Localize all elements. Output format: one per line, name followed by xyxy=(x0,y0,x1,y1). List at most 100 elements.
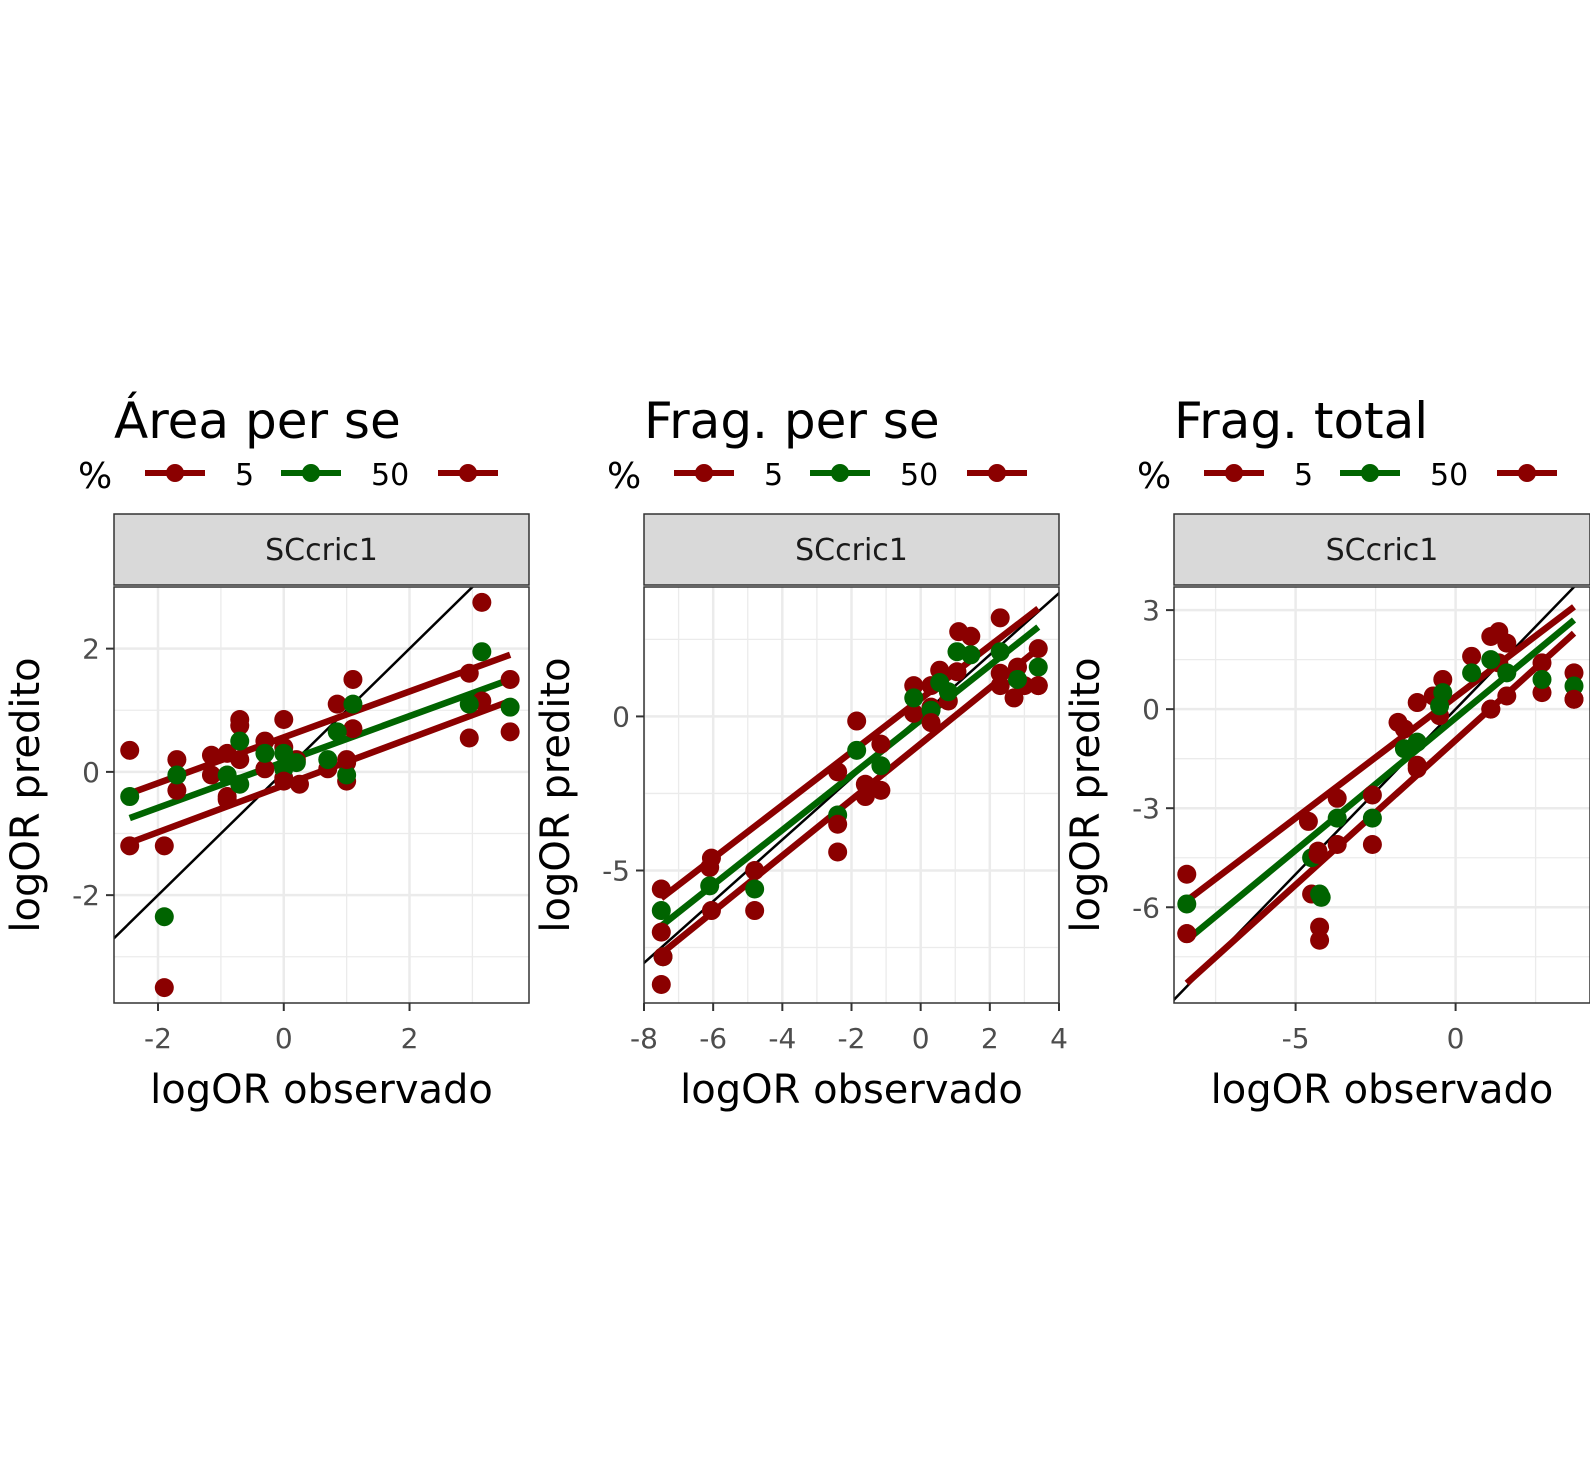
y-tick-label: -6 xyxy=(1132,891,1160,924)
y-axis-title: logOR predito xyxy=(533,657,579,932)
x-tick-label: 2 xyxy=(401,1022,419,1055)
point-95 xyxy=(1407,755,1427,775)
fit-line-5 xyxy=(128,651,512,797)
y-axis-title: logOR predito xyxy=(3,657,49,932)
point-50 xyxy=(871,756,891,776)
point-5 xyxy=(1327,835,1347,855)
point-50 xyxy=(1497,663,1517,683)
point-50 xyxy=(337,765,357,785)
legend-title: % xyxy=(78,456,112,497)
point-5 xyxy=(500,669,520,689)
point-50 xyxy=(961,645,981,665)
point-5 xyxy=(1177,864,1197,884)
fit-line-5 xyxy=(1184,604,1576,904)
point-50 xyxy=(472,642,492,662)
legend-label: 50 xyxy=(1430,458,1468,493)
legend-key-point xyxy=(302,464,320,482)
point-95 xyxy=(1028,676,1048,696)
point-50 xyxy=(1564,676,1584,696)
point-5 xyxy=(1298,811,1318,831)
point-5 xyxy=(289,774,309,794)
strip-label: SCcric1 xyxy=(1326,533,1439,568)
point-5 xyxy=(1310,917,1330,937)
x-axis-title: logOR observado xyxy=(1211,1067,1554,1113)
y-tick-label: 0 xyxy=(1142,693,1160,726)
point-95 xyxy=(217,790,237,810)
point-5 xyxy=(1394,719,1414,739)
point-5 xyxy=(847,711,867,731)
panel-border xyxy=(1173,586,1590,1004)
point-5 xyxy=(154,978,174,998)
panel-3: Frag. total% 5 50 SCcric1 -5 0 -6 -3 0 3 logOR obs… xyxy=(1063,392,1590,1113)
y-tick-label: -5 xyxy=(602,854,630,887)
point-95 xyxy=(154,836,174,856)
legend-key-point xyxy=(1518,464,1536,482)
strip-background xyxy=(643,513,1060,586)
plot-area xyxy=(1174,587,1584,1002)
point-5 xyxy=(745,901,765,921)
fit-line-95 xyxy=(659,646,1041,957)
x-axis-title: logOR observado xyxy=(680,1067,1023,1113)
point-95 xyxy=(921,713,941,733)
identity-line xyxy=(1174,587,1576,1002)
point-5 xyxy=(167,780,187,800)
point-5 xyxy=(1532,683,1552,703)
legend: % 5 50 xyxy=(607,456,1027,497)
point-50 xyxy=(1433,683,1453,703)
point-95 xyxy=(337,750,357,770)
panel-border xyxy=(113,586,530,1004)
point-5 xyxy=(472,592,492,612)
point-95 xyxy=(990,663,1010,683)
point-5 xyxy=(230,750,250,770)
point-5 xyxy=(327,694,347,714)
point-5 xyxy=(1327,788,1347,808)
point-50 xyxy=(230,774,250,794)
point-5 xyxy=(1310,930,1330,950)
point-5 xyxy=(651,975,671,995)
point-5 xyxy=(745,860,765,880)
point-50 xyxy=(1362,808,1382,828)
point-5 xyxy=(1564,663,1584,683)
point-5 xyxy=(1532,653,1552,673)
point-50 xyxy=(500,697,520,717)
legend: % 5 50 xyxy=(78,456,498,497)
point-5 xyxy=(701,901,721,921)
point-5 xyxy=(855,787,875,807)
panel-title: Frag. per se xyxy=(644,392,940,450)
point-50 xyxy=(1008,669,1027,689)
legend-title: % xyxy=(607,456,641,497)
point-95 xyxy=(828,814,848,834)
point-5 xyxy=(828,762,848,782)
strip-label: SCcric1 xyxy=(795,533,908,568)
legend-key-point xyxy=(988,464,1006,482)
plot-area xyxy=(644,591,1059,995)
point-50 xyxy=(1407,732,1427,752)
point-5 xyxy=(1462,646,1482,666)
point-50 xyxy=(1327,808,1347,828)
point-50 xyxy=(990,642,1010,662)
point-5 xyxy=(1497,633,1517,653)
point-50 xyxy=(1177,894,1197,914)
y-axis-title: logOR predito xyxy=(1063,657,1109,932)
point-50 xyxy=(120,787,140,807)
point-5 xyxy=(1028,639,1048,659)
legend-label: 50 xyxy=(900,458,938,493)
fit-line-50 xyxy=(659,624,1041,929)
point-95 xyxy=(459,728,479,748)
point-50 xyxy=(167,765,187,785)
point-95 xyxy=(274,771,294,791)
point-5 xyxy=(904,703,924,723)
point-5 xyxy=(947,662,967,682)
point-5 xyxy=(1433,669,1453,689)
point-5 xyxy=(1362,835,1382,855)
y-tick-label: -2 xyxy=(72,879,100,912)
point-50 xyxy=(847,740,867,760)
point-5 xyxy=(1407,693,1427,713)
x-tick-label: 4 xyxy=(1050,1022,1068,1055)
panel-title: Área per se xyxy=(114,391,401,450)
point-5 xyxy=(990,608,1010,628)
strip-background xyxy=(1173,513,1590,586)
point-50 xyxy=(1532,669,1552,689)
x-tick-label: -2 xyxy=(144,1022,172,1055)
